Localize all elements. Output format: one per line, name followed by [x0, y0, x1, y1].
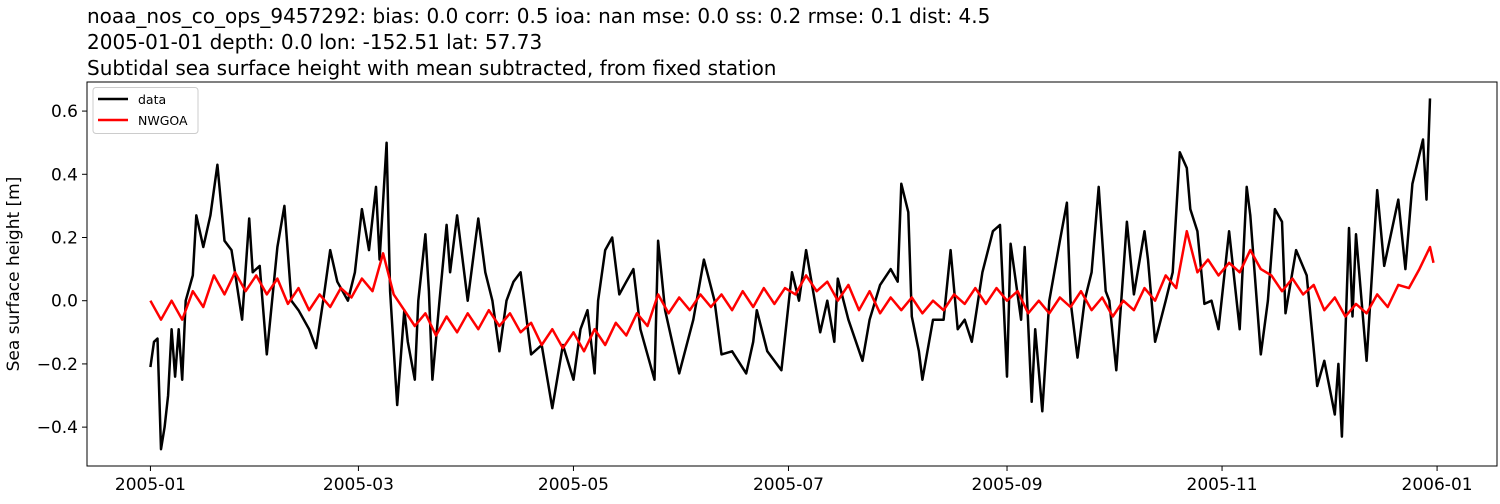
chart-title-line-2: 2005-01-01 depth: 0.0 lon: -152.51 lat: … [87, 30, 542, 54]
x-tick-label: 2005-05 [538, 475, 609, 495]
x-tick-label: 2005-09 [972, 475, 1043, 495]
series-layer [149, 98, 1435, 451]
x-tick-label: 2005-11 [1187, 475, 1258, 495]
x-tick-label: 2005-03 [323, 475, 394, 495]
axes-layer: 0.6 0.4 0.2 0.0 −0.2 −0.4 2005-01 2005-03 2005-0… [37, 102, 1473, 495]
y-tick-label: 0.6 [51, 102, 78, 122]
y-tick-label: 0.2 [51, 228, 78, 248]
series-line-nwgoa [149, 229, 1435, 353]
legend-label-nwgoa: NWGOA [138, 113, 188, 128]
plot-frame [86, 81, 1498, 467]
y-axis-label: Sea surface height [m] [4, 177, 24, 372]
x-tick-label: 2005-01 [115, 475, 186, 495]
legend-label-data: data [138, 92, 166, 107]
x-tick-label: 2006-01 [1402, 475, 1473, 495]
x-tick-label: 2005-07 [753, 475, 824, 495]
y-tick-label: 0.0 [51, 292, 78, 312]
y-tick-label: −0.2 [37, 355, 78, 375]
chart-title-line-1: noaa_nos_co_ops_9457292: bias: 0.0 corr:… [87, 4, 990, 28]
y-tick-label: −0.4 [37, 418, 78, 438]
chart-title-line-3: Subtidal sea surface height with mean su… [87, 56, 776, 80]
series-line-data [149, 98, 1432, 451]
legend: data NWGOA [92, 87, 199, 134]
y-tick-label: 0.4 [51, 165, 78, 185]
